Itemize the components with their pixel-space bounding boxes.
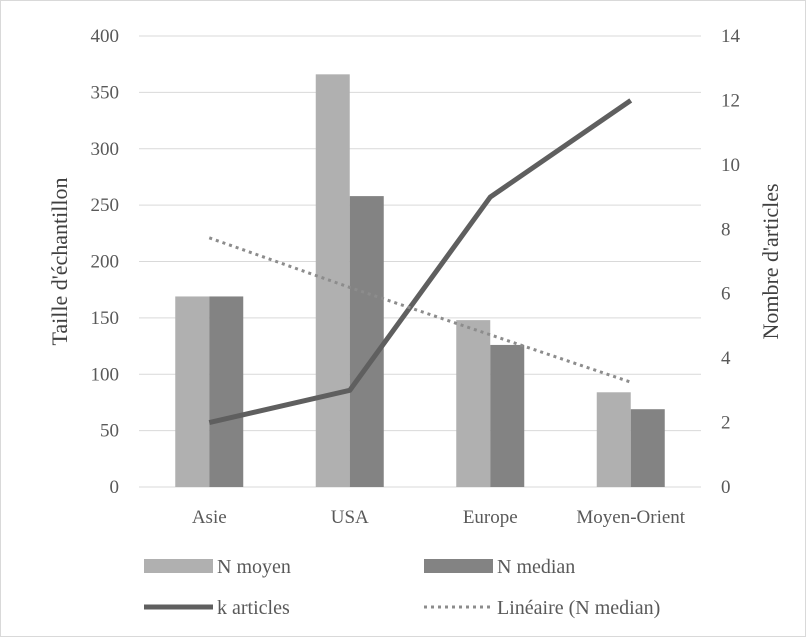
y-tick-label: 400 (91, 26, 120, 47)
y-tick-label: 0 (110, 477, 120, 498)
lines (208, 98, 633, 426)
y-tick-label: 150 (91, 308, 120, 329)
legend-label: Linéaire (N median) (497, 597, 660, 619)
line-k-articles (208, 98, 633, 426)
trendline-n-median (208, 236, 632, 384)
bar-n-moyen (315, 74, 350, 488)
bar-n-moyen (456, 320, 491, 487)
x-tick-label: Asie (192, 507, 227, 528)
y-tick-label: 50 (100, 421, 119, 442)
legend: N moyen N median k articles Linéaire (N med… (144, 556, 660, 619)
y2-axis-title: Nombre d'articles (758, 183, 783, 339)
legend-label: N moyen (217, 556, 291, 578)
bars (175, 74, 665, 488)
bar-n-median (630, 409, 665, 487)
y-tick-label: 100 (91, 364, 120, 385)
y2-tick-label: 8 (721, 219, 731, 240)
bar-n-median (490, 344, 525, 487)
y-tick-label: 250 (91, 195, 120, 216)
y2-tick-label: 2 (721, 413, 731, 434)
x-tick-label: Moyen-Orient (576, 507, 685, 528)
y-tick-label: 350 (91, 82, 120, 103)
x-tick-label: Europe (463, 507, 518, 528)
bar-n-median (349, 196, 384, 488)
legend-label: k articles (217, 597, 290, 619)
y2-tick-label: 6 (721, 284, 731, 305)
y-tick-label: 200 (91, 252, 120, 273)
y-axis-title: Taille d'échantillon (47, 178, 72, 346)
y2-tick-label: 4 (721, 348, 731, 369)
y2-tick-label: 14 (721, 26, 741, 47)
legend-swatch (144, 559, 213, 573)
x-tick-label: USA (331, 507, 369, 528)
y2-tick-label: 0 (721, 477, 731, 498)
y-tick-label: 300 (91, 139, 120, 160)
legend-label: N median (497, 556, 575, 578)
bar-n-moyen (596, 392, 631, 487)
bar-n-moyen (175, 296, 210, 487)
y2-tick-label: 12 (721, 90, 740, 111)
bar-n-median (209, 296, 244, 487)
axes: 0 50 100 150 200 250 300 350 400 0 2 4 6 8 10 12 14 Asie U… (91, 26, 741, 528)
y2-tick-label: 10 (721, 155, 740, 176)
legend-swatch (424, 559, 493, 573)
